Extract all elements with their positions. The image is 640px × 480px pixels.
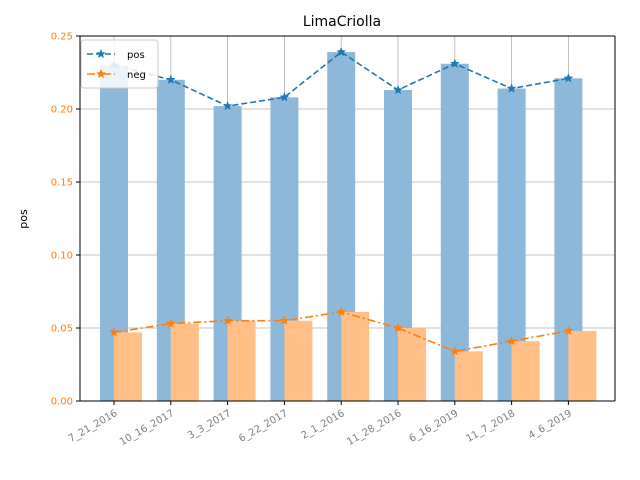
- marker-pos-2_1_2016: [336, 46, 347, 57]
- bar-neg-6_22_2017: [284, 320, 313, 401]
- bar-neg-3_3_2017: [227, 320, 256, 401]
- marker-neg-11_28_2016: [393, 322, 403, 333]
- marker-neg-4_6_2019: [563, 325, 574, 336]
- marker-pos-3_3_2017: [222, 100, 233, 111]
- x-tick-label: 10_16_2017: [118, 408, 176, 448]
- x-tick-label: 4_6_2019: [527, 408, 574, 442]
- marker-neg-6_22_2017: [279, 315, 290, 325]
- legend: pos neg: [80, 39, 159, 89]
- bar-neg-6_16_2019: [454, 351, 483, 401]
- marker-pos-11_28_2016: [393, 84, 403, 95]
- y-tick-label: 0.10: [51, 251, 73, 262]
- bar-neg-11_7_2018: [511, 341, 540, 401]
- x-tick-label: 3_3_2017: [186, 408, 233, 442]
- x-tick-label: 2_1_2016: [299, 408, 346, 442]
- bar-pos-6_16_2019: [440, 63, 469, 402]
- bar-neg-7_21_2016: [114, 332, 142, 401]
- marker-pos-11_7_2018: [506, 83, 517, 93]
- legend-marker-pos: [96, 48, 106, 59]
- bar-neg-11_28_2016: [398, 328, 426, 401]
- legend-label-neg: neg: [127, 70, 146, 81]
- marker-neg-11_7_2018: [506, 335, 517, 346]
- legend-label-pos: pos: [127, 50, 145, 61]
- y-axis-label: pos: [17, 209, 30, 229]
- bars: [100, 52, 597, 402]
- marker-pos-10_16_2017: [165, 74, 176, 85]
- marker-neg-2_1_2016: [336, 306, 347, 317]
- series-line-pos: [113, 51, 569, 107]
- legend-frame: [80, 39, 159, 89]
- bar-neg-10_16_2017: [170, 323, 199, 401]
- bar-neg-2_1_2016: [341, 311, 370, 401]
- legend-marker-neg: [96, 68, 106, 79]
- x-tick-label: 6_22_2017: [237, 408, 290, 445]
- marker-neg-7_21_2016: [109, 327, 119, 337]
- marker-neg-10_16_2017: [165, 318, 176, 328]
- marker-pos-6_16_2019: [449, 58, 460, 68]
- marker-neg-3_3_2017: [222, 315, 233, 325]
- marker-neg-6_16_2019: [449, 346, 460, 356]
- x-tick-label: 7_21_2016: [67, 408, 120, 445]
- y-tick-label: 0.00: [51, 397, 73, 408]
- y-tick-label: 0.05: [51, 324, 73, 335]
- x-tick-label: 11_7_2018: [464, 408, 517, 445]
- y-tick-label: 0.15: [51, 178, 73, 189]
- series-lines: [109, 46, 574, 356]
- y-tick-label: 0.20: [51, 105, 73, 116]
- bar-neg-4_6_2019: [568, 330, 597, 401]
- marker-pos-6_22_2017: [279, 92, 290, 102]
- x-tick-label: 6_16_2019: [408, 408, 461, 445]
- x-tick-label: 11_28_2016: [345, 408, 403, 448]
- axes: [79, 35, 616, 402]
- marker-pos-4_6_2019: [563, 73, 574, 83]
- chart-title: LimaCriolla: [303, 14, 381, 30]
- y-tick-label: 0.25: [51, 32, 73, 43]
